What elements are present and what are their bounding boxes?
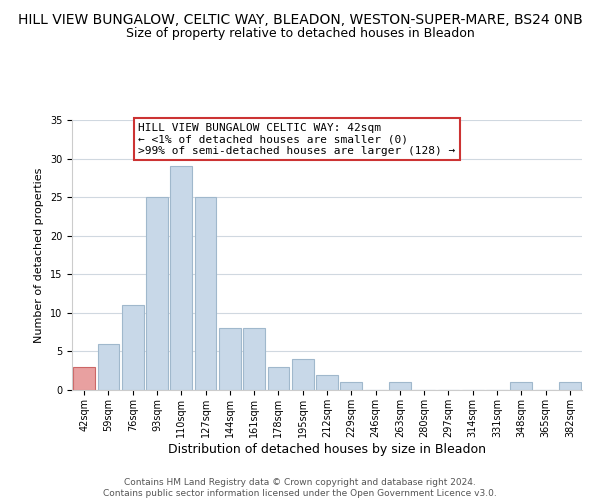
Text: HILL VIEW BUNGALOW CELTIC WAY: 42sqm
← <1% of detached houses are smaller (0)
>9: HILL VIEW BUNGALOW CELTIC WAY: 42sqm ← <… [139, 122, 455, 156]
Bar [243, 328, 265, 390]
Bar [316, 374, 338, 390]
Bar [268, 367, 289, 390]
Bar [511, 382, 532, 390]
Bar [194, 197, 217, 390]
X-axis label: Distribution of detached houses by size in Bleadon: Distribution of detached houses by size … [168, 442, 486, 456]
Text: Contains HM Land Registry data © Crown copyright and database right 2024.
Contai: Contains HM Land Registry data © Crown c… [103, 478, 497, 498]
Bar [146, 197, 168, 390]
Y-axis label: Number of detached properties: Number of detached properties [34, 168, 44, 342]
Bar [340, 382, 362, 390]
Bar [122, 305, 143, 390]
Bar [170, 166, 192, 390]
Bar [292, 359, 314, 390]
Bar [97, 344, 119, 390]
Text: Size of property relative to detached houses in Bleadon: Size of property relative to detached ho… [125, 28, 475, 40]
Bar [73, 367, 95, 390]
Text: HILL VIEW BUNGALOW, CELTIC WAY, BLEADON, WESTON-SUPER-MARE, BS24 0NB: HILL VIEW BUNGALOW, CELTIC WAY, BLEADON,… [17, 12, 583, 26]
Bar [559, 382, 581, 390]
Bar [219, 328, 241, 390]
Bar [389, 382, 411, 390]
